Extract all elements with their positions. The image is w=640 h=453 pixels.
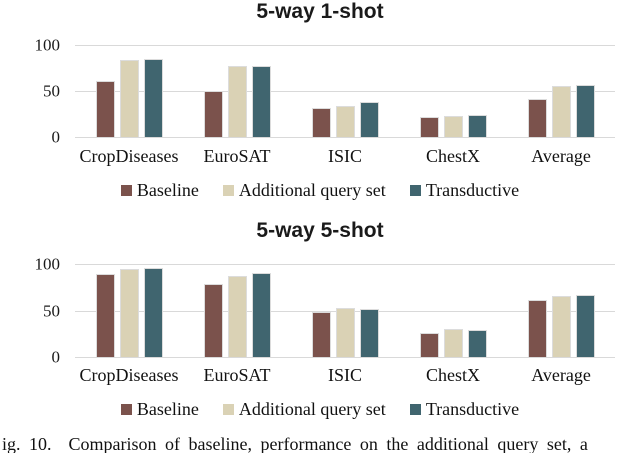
bar-additional-query-set-isic bbox=[335, 307, 355, 357]
y-tick-100: 100 bbox=[34, 254, 61, 274]
plot-area-5shot bbox=[75, 264, 615, 358]
y-tick-50: 50 bbox=[43, 301, 60, 320]
x-label-isic: ISIC bbox=[327, 146, 362, 166]
x-label-eurosat: EuroSAT bbox=[203, 365, 271, 385]
y-tick-100: 100 bbox=[34, 35, 61, 55]
bar-group-isic bbox=[291, 45, 399, 137]
y-axis-1shot: 0 50 100 bbox=[14, 37, 61, 146]
x-label-isic: ISIC bbox=[327, 365, 362, 385]
legend-1shot: Baseline Additional query set Transductive bbox=[0, 180, 640, 201]
bar-groups-5shot bbox=[75, 264, 615, 357]
chart-title-5shot: 5-way 5-shot bbox=[256, 219, 384, 242]
bar-baseline-isic bbox=[311, 108, 331, 137]
bar-additional-query-set-chestx bbox=[443, 115, 463, 137]
y-tick-50: 50 bbox=[43, 81, 60, 101]
bar-group-eurosat bbox=[183, 264, 291, 357]
legend-label-additional-query-set: Additional query set bbox=[238, 180, 386, 200]
bar-baseline-cropdiseases bbox=[95, 274, 115, 357]
y-tick-0: 0 bbox=[51, 347, 61, 367]
y-tick-0: 0 bbox=[51, 127, 61, 147]
legend-label-additional-query-set: Additional query set bbox=[238, 399, 386, 419]
gridline-100 bbox=[75, 45, 615, 46]
bar-baseline-eurosat bbox=[203, 283, 223, 357]
x-label-eurosat: EuroSAT bbox=[203, 146, 271, 166]
legend-label-baseline: Baseline bbox=[136, 399, 199, 419]
x-axis-labels-1shot: CropDiseases EuroSAT ISIC ChestX Average bbox=[75, 146, 615, 167]
x-label-cropdiseases: CropDiseases bbox=[79, 365, 179, 385]
bar-baseline-chestx bbox=[419, 332, 439, 357]
bar-group-isic bbox=[291, 264, 399, 357]
bar-baseline-isic bbox=[311, 312, 331, 357]
x-label-chestx: ChestX bbox=[426, 365, 480, 385]
legend-item-additional-query-set: Additional query set bbox=[222, 399, 386, 420]
bar-additional-query-set-eurosat bbox=[227, 66, 247, 137]
bar-transductive-average bbox=[575, 85, 595, 137]
bar-baseline-cropdiseases bbox=[95, 80, 115, 137]
bar-transductive-chestx bbox=[467, 114, 487, 137]
legend-item-baseline: Baseline bbox=[120, 399, 199, 420]
bar-group-cropdiseases bbox=[75, 264, 183, 357]
bar-additional-query-set-cropdiseases bbox=[119, 59, 139, 137]
bar-group-chestx bbox=[399, 45, 507, 137]
chart-5way-5shot: 5-way 5-shot 0 50 100 CropDiseases EuroSAT I… bbox=[0, 219, 640, 431]
bar-transductive-isic bbox=[359, 308, 379, 357]
bar-transductive-cropdiseases bbox=[143, 267, 163, 357]
y-axis-5shot: 0 50 100 bbox=[14, 256, 61, 366]
legend-swatch-baseline bbox=[120, 185, 132, 196]
x-label-average: Average bbox=[531, 146, 591, 166]
legend-item-additional-query-set: Additional query set bbox=[222, 180, 386, 201]
gridline-100 bbox=[75, 264, 615, 265]
bar-transductive-isic bbox=[359, 102, 379, 137]
bar-transductive-chestx bbox=[467, 330, 487, 357]
bar-group-average bbox=[507, 264, 615, 357]
legend-swatch-additional-query-set bbox=[222, 185, 234, 196]
bar-additional-query-set-eurosat bbox=[227, 276, 247, 357]
bar-baseline-chestx bbox=[419, 116, 439, 137]
chart-title-1shot: 5-way 1-shot bbox=[256, 0, 384, 23]
chart-5way-1shot: 5-way 1-shot 0 50 100 CropDiseases EuroSAT I… bbox=[0, 0, 640, 212]
bar-transductive-eurosat bbox=[251, 66, 271, 137]
legend-swatch-additional-query-set bbox=[222, 404, 234, 415]
legend-label-baseline: Baseline bbox=[136, 180, 199, 200]
gridline-50 bbox=[75, 91, 615, 92]
legend-item-baseline: Baseline bbox=[120, 180, 199, 201]
gridline-0 bbox=[75, 357, 615, 358]
bar-group-cropdiseases bbox=[75, 45, 183, 137]
bar-transductive-cropdiseases bbox=[143, 58, 163, 137]
bar-group-eurosat bbox=[183, 45, 291, 137]
legend-label-transductive: Transductive bbox=[425, 180, 520, 200]
legend-swatch-baseline bbox=[120, 404, 132, 415]
bar-baseline-average bbox=[527, 300, 547, 357]
bar-additional-query-set-average bbox=[551, 86, 571, 137]
legend-5shot: Baseline Additional query set Transductive bbox=[0, 399, 640, 420]
bar-baseline-eurosat bbox=[203, 91, 223, 137]
figure-caption: ig. 10. Comparison of baseline, performa… bbox=[2, 434, 588, 453]
bar-additional-query-set-average bbox=[551, 295, 571, 357]
bar-baseline-average bbox=[527, 99, 547, 137]
legend-item-transductive: Transductive bbox=[409, 180, 520, 201]
x-label-cropdiseases: CropDiseases bbox=[79, 146, 179, 166]
x-label-average: Average bbox=[531, 365, 591, 385]
legend-swatch-transductive bbox=[409, 185, 421, 196]
legend-swatch-transductive bbox=[409, 404, 421, 415]
bar-transductive-eurosat bbox=[251, 273, 271, 357]
x-axis-labels-5shot: CropDiseases EuroSAT ISIC ChestX Average bbox=[75, 365, 615, 386]
plot-area-1shot bbox=[75, 45, 615, 138]
bar-group-chestx bbox=[399, 264, 507, 357]
bar-group-average bbox=[507, 45, 615, 137]
x-label-chestx: ChestX bbox=[426, 146, 480, 166]
gridline-0 bbox=[75, 137, 615, 138]
bar-additional-query-set-chestx bbox=[443, 329, 463, 357]
legend-label-transductive: Transductive bbox=[425, 399, 520, 419]
bar-additional-query-set-cropdiseases bbox=[119, 268, 139, 357]
legend-item-transductive: Transductive bbox=[409, 399, 520, 420]
bar-transductive-average bbox=[575, 294, 595, 357]
bar-additional-query-set-isic bbox=[335, 105, 355, 137]
bar-groups-1shot bbox=[75, 45, 615, 137]
